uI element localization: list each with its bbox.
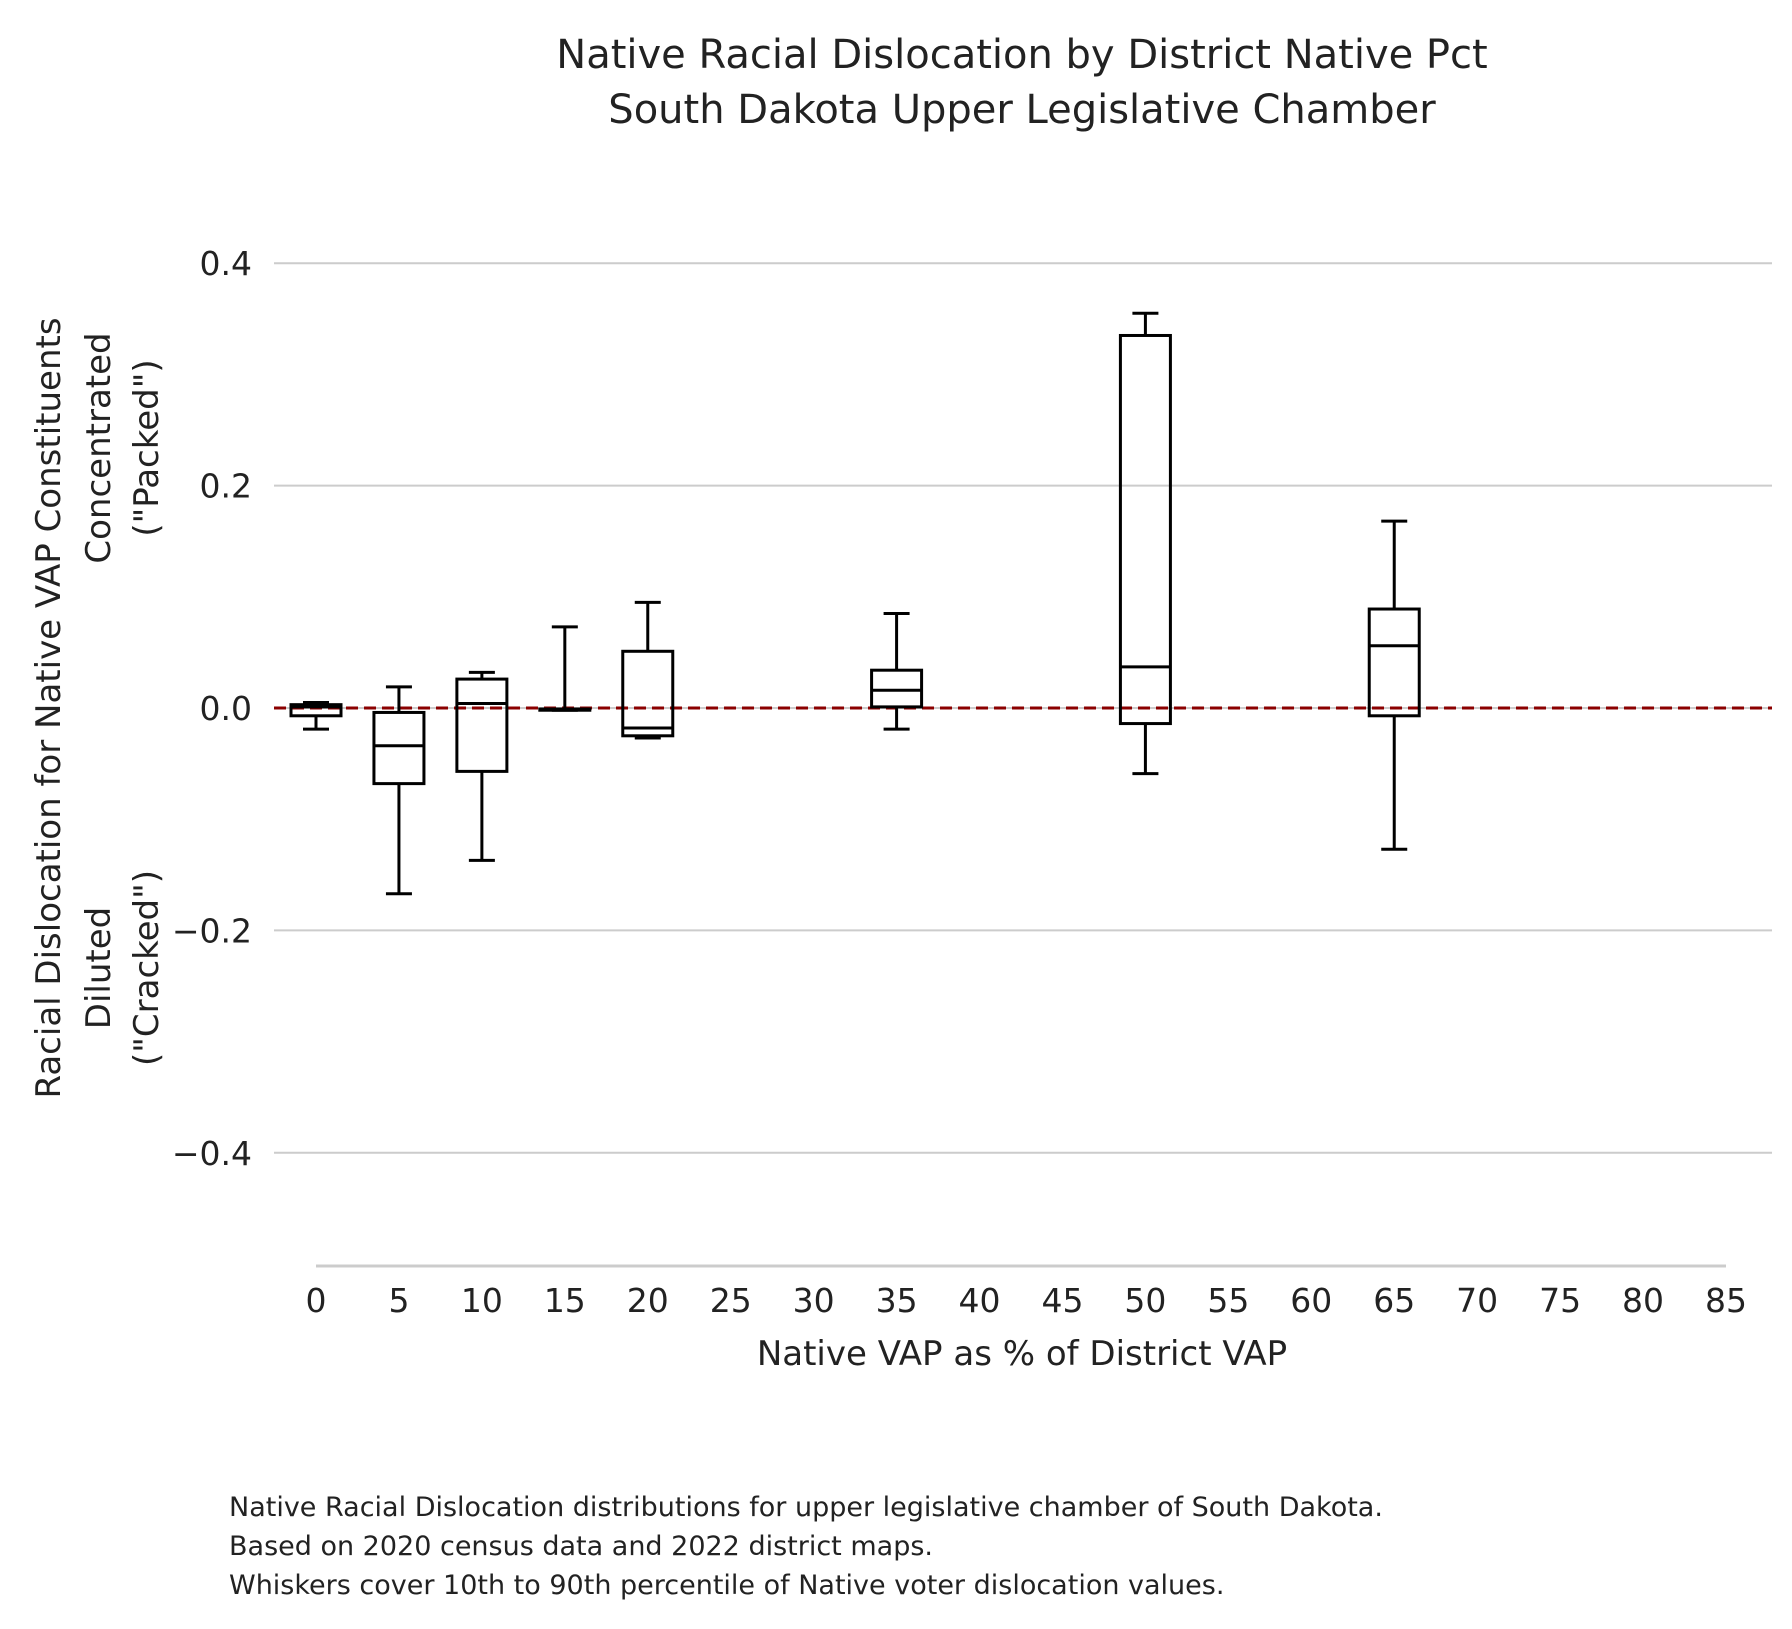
y-axis-title-diluted: Diluted <box>79 907 119 1029</box>
box-item <box>621 600 675 740</box>
x-tick-label: 60 <box>1290 1281 1332 1320</box>
x-tick-label: 55 <box>1207 1281 1249 1320</box>
x-tick-label: 70 <box>1456 1281 1498 1320</box>
box-iqr <box>870 668 924 709</box>
y-axis-title-concentrated: Concentrated <box>79 332 119 563</box>
box-iqr <box>289 703 343 718</box>
x-tick-label: 25 <box>710 1281 752 1320</box>
x-tick-label: 30 <box>793 1281 835 1320</box>
x-axis-tick-labels: 0 5 10 15 20 25 30 35 40 45 50 55 60 65 70 75 80 85 <box>306 1281 1748 1320</box>
y-tick-label: 0.2 <box>200 467 252 506</box>
x-tick-label: 80 <box>1622 1281 1664 1320</box>
x-tick-label: 20 <box>627 1281 669 1320</box>
y-tick-label: 0.0 <box>200 689 252 728</box>
x-tick-label: 10 <box>461 1281 503 1320</box>
x-tick-label: 40 <box>959 1281 1001 1320</box>
chart-title-line-2: South Dakota Upper Legislative Chamber <box>608 87 1436 133</box>
caption-line-2: Based on 2020 census data and 2022 distr… <box>229 1531 933 1562</box>
box-item <box>289 700 343 731</box>
x-tick-label: 50 <box>1124 1281 1166 1320</box>
x-tick-label: 85 <box>1705 1281 1747 1320</box>
box-item <box>1118 311 1172 776</box>
x-axis-title: Native VAP as % of District VAP <box>757 1334 1287 1374</box>
box-item <box>870 611 924 731</box>
box-iqr <box>1367 607 1421 718</box>
x-tick-label: 35 <box>876 1281 918 1320</box>
y-tick-label: 0.4 <box>200 244 252 283</box>
y-axis-title: Racial Dislocation for Native VAP Consti… <box>29 317 167 1098</box>
chart-title: Native Racial Dislocation by District Na… <box>556 32 1487 133</box>
x-tick-label: 15 <box>544 1281 586 1320</box>
y-axis-tick-labels: −0.4 −0.2 0.0 0.2 0.4 <box>172 244 252 1173</box>
box-item <box>1367 519 1421 851</box>
y-axis-title-main: Racial Dislocation for Native VAP Consti… <box>29 317 69 1098</box>
box-iqr <box>455 677 509 773</box>
box-item <box>455 670 509 862</box>
chart-title-line-1: Native Racial Dislocation by District Na… <box>556 32 1487 78</box>
y-tick-label: −0.4 <box>172 1134 252 1173</box>
caption-line-3: Whiskers cover 10th to 90th percentile o… <box>229 1570 1225 1601</box>
x-tick-label: 75 <box>1539 1281 1581 1320</box>
caption-line-1: Native Racial Dislocation distributions … <box>229 1492 1383 1523</box>
x-tick-label: 45 <box>1041 1281 1083 1320</box>
caption: Native Racial Dislocation distributions … <box>229 1488 1383 1605</box>
y-tick-label: −0.2 <box>172 911 252 950</box>
y-axis-title-diluted-sub: ("Cracked") <box>127 870 167 1066</box>
box-item <box>538 625 592 712</box>
box-iqr <box>1118 333 1172 726</box>
x-tick-label: 5 <box>388 1281 409 1320</box>
x-tick-label: 65 <box>1373 1281 1415 1320</box>
x-tick-label: 0 <box>306 1281 327 1320</box>
box-series <box>289 311 1421 896</box>
y-axis-title-concentrated-sub: ("Packed") <box>127 359 167 536</box>
box-item <box>372 685 426 896</box>
box-iqr <box>621 649 675 738</box>
box-iqr <box>372 710 426 786</box>
